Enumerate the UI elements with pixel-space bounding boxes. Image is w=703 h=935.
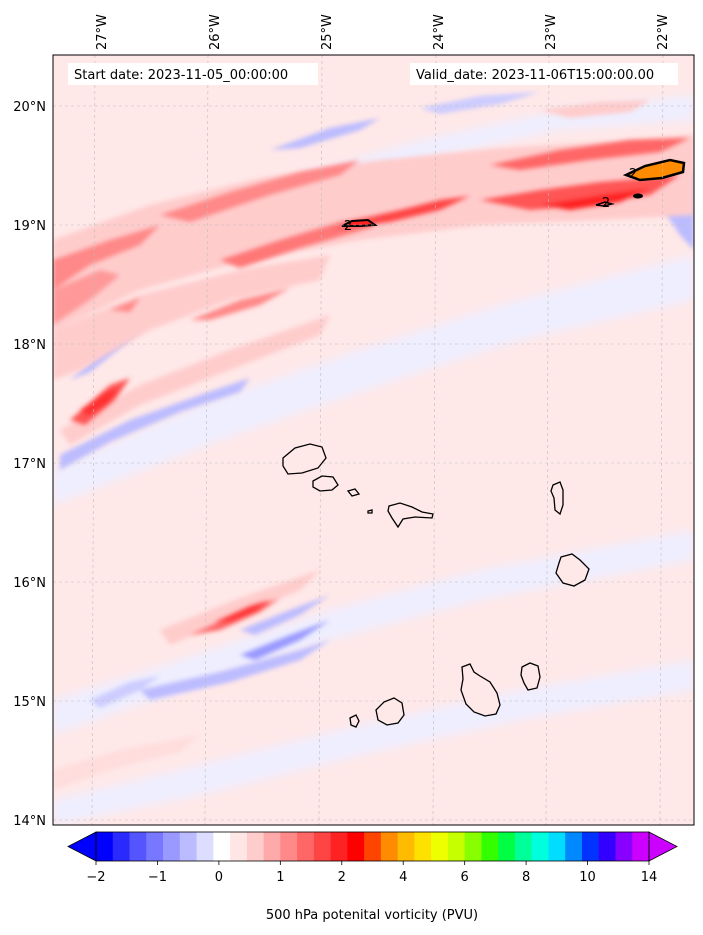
longitude-labels: 27°W 26°W 25°W 24°W 23°W 22°W (95, 14, 671, 50)
colorbar-segment (112, 832, 131, 861)
colorbar-segment (146, 832, 164, 861)
colorbar-title: 500 hPa potenital vorticity (PVU) (266, 908, 478, 923)
map-area: 2 2 2 (53, 55, 694, 825)
pv-high-core (341, 158, 686, 227)
colorbar: −2 −1 0 1 2 4 6 8 10 14 500 hPa potenital vortici… (67, 831, 678, 923)
island-brava (349, 714, 360, 728)
colorbar-segment (230, 832, 248, 861)
island-maio (520, 662, 541, 691)
start-date-box (68, 63, 318, 85)
lon-label: 24°W (432, 14, 447, 50)
colorbar-segment (615, 832, 633, 861)
colorbar-segment (297, 832, 315, 861)
island-sal (550, 481, 564, 516)
colorbar-min-extend (67, 831, 97, 862)
lon-label: 26°W (208, 14, 223, 50)
colorbar-segment (464, 832, 483, 861)
island-santiago (460, 663, 501, 717)
island-santo-antao (282, 443, 327, 475)
island-sao-nicolau (387, 502, 434, 529)
colorbar-segment (632, 832, 650, 861)
colorbar-tick-label: 4 (399, 870, 407, 885)
start-date-text: Start date: 2023-11-05_00:00:00 (74, 68, 288, 83)
colorbar-segment (514, 832, 533, 861)
pv-red-streaks (53, 138, 690, 635)
colorbar-segment (481, 832, 499, 861)
lat-label: 15°N (13, 695, 46, 710)
colorbar-segment (213, 832, 231, 861)
colorbar-segment (179, 832, 198, 861)
colorbar-segment (531, 832, 550, 861)
island-fogo (375, 697, 405, 726)
coastlines (282, 443, 590, 728)
colorbar-tick-label: 8 (522, 870, 530, 885)
colorbar-tick-label: −2 (86, 870, 105, 885)
pv-positive-field (53, 100, 694, 790)
colorbar-tick-label: 2 (338, 870, 346, 885)
colorbar-segment (313, 832, 332, 861)
island-boa-vista (555, 553, 590, 587)
colorbar-tick-label: 6 (461, 870, 469, 885)
colorbar-segment (598, 832, 617, 861)
map-frame (52, 54, 695, 826)
map-gridlines (53, 55, 694, 825)
colorbar-segment (565, 832, 583, 861)
valid-date-text: Valid_date: 2023-11-06T15:00:00.00 (416, 68, 654, 83)
colorbar-tick-label: 0 (215, 870, 223, 885)
lat-label: 18°N (13, 338, 46, 353)
colorbar-tick-label: −1 (148, 870, 167, 885)
lat-label: 16°N (13, 576, 46, 591)
lat-label: 14°N (13, 814, 46, 829)
colorbar-segment (414, 832, 432, 861)
contour-label: 2 (344, 219, 352, 234)
colorbar-segment (447, 832, 466, 861)
valid-date-box (410, 63, 678, 85)
colorbar-segment (364, 832, 382, 861)
colorbar-tick-label: 1 (276, 870, 284, 885)
colorbar-max-extend (648, 831, 678, 862)
colorbar-segment (280, 832, 298, 861)
latitude-labels: 20°N 19°N 18°N 17°N 16°N 15°N 14°N (13, 100, 46, 829)
contour-label: 2 (629, 167, 637, 182)
colorbar-segment (196, 832, 214, 861)
lon-label: 25°W (320, 14, 335, 50)
colorbar-segment (96, 832, 114, 861)
colorbar-segment (548, 832, 566, 861)
lat-label: 19°N (13, 219, 46, 234)
contour-label: 2 (602, 196, 610, 211)
island-branco (367, 509, 373, 514)
colorbar-segments (96, 832, 650, 861)
lat-label: 20°N (13, 100, 46, 115)
colorbar-segment (163, 832, 181, 861)
colorbar-outline (95, 831, 650, 862)
lon-label: 22°W (656, 14, 671, 50)
colorbar-segment (498, 832, 516, 861)
colorbar-tick-label: 10 (579, 870, 596, 885)
colorbar-tick-label: 14 (641, 870, 658, 885)
colorbar-segment (330, 832, 348, 861)
colorbar-segment (263, 832, 281, 861)
colorbar-segment (347, 832, 365, 861)
lat-label: 17°N (13, 457, 46, 472)
colorbar-segment (581, 832, 600, 861)
colorbar-segment (380, 832, 399, 861)
lon-label: 27°W (95, 14, 110, 50)
lon-label: 23°W (544, 14, 559, 50)
colorbar-ticks: −2 −1 0 1 2 4 6 8 10 14 (86, 861, 657, 885)
colorbar-segment (129, 832, 147, 861)
colorbar-segment (246, 832, 265, 861)
colorbar-segment (397, 832, 415, 861)
island-santa-luzia (346, 488, 361, 497)
island-sao-vicente (312, 475, 339, 492)
colorbar-segment (431, 832, 449, 861)
